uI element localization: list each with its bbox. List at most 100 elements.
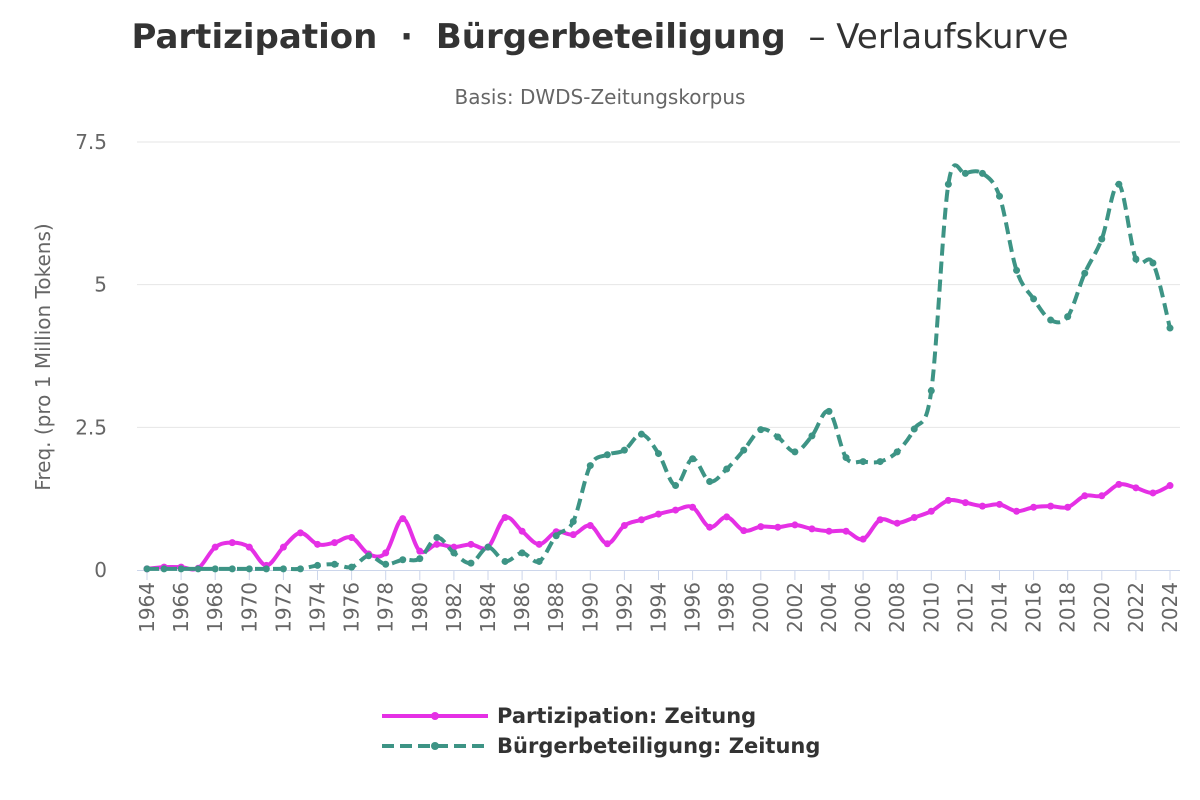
data-point <box>484 543 492 551</box>
data-point <box>791 521 799 529</box>
data-point <box>467 540 475 548</box>
x-tick-label: 1968 <box>203 582 227 633</box>
data-point <box>467 559 475 567</box>
data-point <box>279 565 287 573</box>
x-tick-label: 1986 <box>510 582 534 633</box>
chart-subtitle: Basis: DWDS-Zeitungskorpus <box>455 85 746 109</box>
x-tick-label: 1978 <box>374 582 398 633</box>
data-point <box>791 448 799 456</box>
data-point <box>774 433 782 441</box>
series-2 <box>143 163 1174 573</box>
data-point <box>416 547 424 555</box>
data-point <box>706 478 714 486</box>
data-point <box>194 565 202 573</box>
y-axis-title: Freq. (pro 1 Million Tokens) <box>31 223 55 490</box>
data-point <box>1081 492 1089 500</box>
data-point <box>655 510 662 518</box>
data-point <box>961 499 969 507</box>
data-point <box>245 565 253 573</box>
data-point <box>1115 480 1123 488</box>
legend-item-1[interactable]: Partizipation: Zeitung <box>382 704 756 728</box>
data-point <box>296 529 304 537</box>
data-point <box>501 557 509 565</box>
data-point <box>893 519 901 527</box>
data-point <box>876 458 884 466</box>
x-tick-label: 2024 <box>1158 582 1182 633</box>
data-point <box>757 523 765 531</box>
x-tick-label: 2004 <box>817 582 841 633</box>
x-tick-label: 1990 <box>578 582 602 633</box>
data-point <box>876 516 884 524</box>
data-point <box>382 549 390 557</box>
data-point <box>910 514 918 521</box>
data-point <box>399 556 407 564</box>
data-point <box>382 560 390 568</box>
title-separator: · <box>400 17 413 57</box>
x-tick-label: 1984 <box>476 582 500 633</box>
y-tick-label: 5 <box>94 273 107 297</box>
data-point <box>1047 316 1055 324</box>
data-point <box>1149 259 1157 267</box>
data-point <box>433 540 441 548</box>
data-point <box>552 532 560 540</box>
data-point <box>228 539 236 547</box>
data-point <box>1030 295 1038 303</box>
data-point <box>160 565 168 573</box>
data-point <box>859 458 867 466</box>
x-tick-label: 2020 <box>1090 582 1114 633</box>
data-point <box>620 521 628 529</box>
x-tick-label: 1972 <box>271 582 295 633</box>
data-point <box>1098 492 1106 500</box>
data-point <box>177 565 185 573</box>
data-point <box>808 432 816 440</box>
data-point <box>279 543 287 551</box>
data-point <box>228 565 236 573</box>
data-point <box>1098 235 1106 243</box>
data-point <box>1030 503 1038 511</box>
title-part-partizipation: Partizipation <box>131 17 377 57</box>
x-tick-label: 1988 <box>544 582 568 633</box>
legend-item-2[interactable]: Bürgerbeteiligung: Zeitung <box>382 734 820 758</box>
data-point <box>331 539 339 547</box>
data-point <box>450 549 458 557</box>
data-point <box>1166 482 1174 490</box>
data-point <box>927 507 935 515</box>
data-point <box>535 540 543 548</box>
data-point <box>1064 503 1072 511</box>
data-point <box>365 552 373 560</box>
data-point <box>262 565 270 573</box>
data-point <box>910 425 918 433</box>
legend-marker <box>431 712 439 720</box>
data-point <box>348 533 356 541</box>
data-point <box>501 514 509 521</box>
data-point <box>348 563 356 571</box>
x-tick-label: 2012 <box>953 582 977 633</box>
data-point <box>655 450 662 458</box>
y-tick-label: 7.5 <box>75 130 107 154</box>
x-tick-label: 1982 <box>442 582 466 633</box>
data-point <box>978 169 986 177</box>
legend: Partizipation: Zeitung Bürgerbeteiligung:… <box>382 704 820 758</box>
y-tick-label: 2.5 <box>75 415 107 439</box>
data-point <box>1166 324 1174 332</box>
data-point <box>842 454 850 462</box>
data-point <box>1081 269 1089 277</box>
data-point <box>1132 484 1140 492</box>
data-point <box>433 533 441 541</box>
data-point <box>535 557 543 565</box>
data-point <box>740 527 748 535</box>
x-tick-label: 1966 <box>169 582 193 633</box>
data-point <box>245 543 253 551</box>
data-point <box>620 446 628 454</box>
data-point <box>1047 502 1055 510</box>
data-point <box>996 192 1003 200</box>
data-point <box>944 496 952 504</box>
data-point <box>1149 489 1157 497</box>
data-point <box>1013 266 1021 274</box>
data-point <box>211 543 219 551</box>
data-point <box>1013 507 1021 515</box>
data-point <box>825 407 833 415</box>
data-point <box>603 540 611 548</box>
series-1 <box>143 480 1174 573</box>
series-line <box>145 482 1172 572</box>
